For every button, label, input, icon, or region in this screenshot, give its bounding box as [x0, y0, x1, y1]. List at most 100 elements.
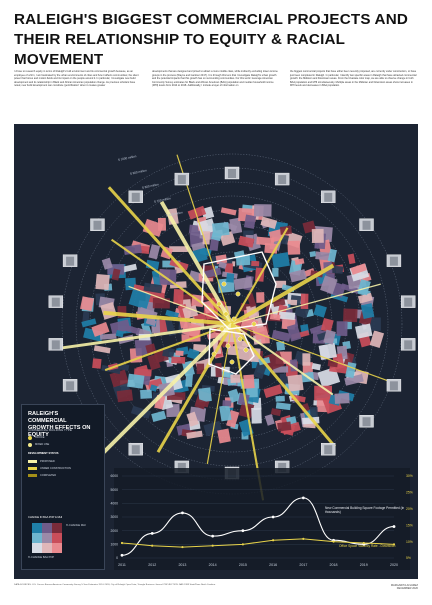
series-1-point [272, 516, 275, 519]
legend-item-completed: COMPLETED [28, 473, 56, 478]
census-block [215, 363, 222, 377]
building-window [404, 298, 412, 307]
legend-item-under-construction: UNDER CONSTRUCTION [28, 466, 71, 471]
series-1-point [181, 512, 184, 515]
census-block [185, 374, 193, 387]
building-window [324, 445, 332, 454]
building-window [278, 175, 286, 184]
census-block [265, 414, 275, 426]
intro-column-1: I chose to research equity in terms of R… [14, 70, 142, 88]
census-block [315, 251, 330, 260]
series-1-point [151, 532, 154, 535]
building-window [178, 175, 186, 184]
building-window [228, 169, 236, 178]
legend-title-line-1: RALEIGH'S COMMERCIAL [28, 411, 67, 424]
building-window [404, 340, 412, 349]
census-block [251, 261, 259, 267]
census-block [302, 353, 310, 365]
series-2-point [332, 541, 334, 543]
project-dot [220, 327, 224, 331]
building-window [390, 381, 398, 390]
x-tick-label: 2020 [390, 563, 398, 567]
census-block [151, 411, 166, 422]
building-window [93, 221, 101, 230]
series-2-point [272, 539, 274, 541]
author-date: DECEMBER 2020 [397, 587, 418, 590]
census-block [309, 251, 316, 257]
census-block [275, 396, 284, 402]
legend-label: MIXED USE [35, 443, 49, 446]
series-2-point [151, 545, 153, 547]
series-2-point [181, 546, 183, 548]
series-1-point [211, 535, 214, 538]
x-tick-label: 2013 [178, 563, 186, 567]
intro-column-2: developments that are designed and price… [152, 70, 280, 88]
census-block [175, 350, 183, 356]
project-dot [212, 352, 216, 356]
series-2-point [121, 542, 123, 544]
intro-column-3: the biggest commercial projects that hav… [290, 70, 418, 88]
building-window [66, 381, 74, 390]
project-dot [244, 348, 248, 352]
census-block [92, 358, 101, 368]
x-tick-label: 2019 [360, 563, 368, 567]
series-1-label: New Commercial Building Square Footage P… [325, 506, 405, 514]
census-block [254, 204, 272, 217]
map-panel: 6000 5000 4000 3000 2000 1000 0 30% 25% 20% 15% 10%… [14, 124, 418, 579]
project-dot [224, 312, 228, 316]
author-block: MARGARITA ALVAREZ DECEMBER 2020 [391, 584, 418, 591]
census-block [171, 356, 185, 363]
census-block [287, 374, 303, 391]
census-block [279, 311, 296, 319]
census-block [153, 298, 170, 308]
census-block [348, 254, 356, 265]
legend-box: RALEIGH'S COMMERCIAL GROWTH EFFECTS ON E… [21, 404, 105, 570]
office-swatch-icon [28, 436, 32, 440]
y2-tick-label: 30% [406, 474, 413, 478]
legend-label: UNDER CONSTRUCTION [40, 467, 71, 470]
legend-item-proposed: PROPOSED [28, 459, 55, 464]
under-construction-swatch-icon [28, 467, 37, 470]
project-dot [226, 344, 230, 348]
census-block [263, 384, 282, 398]
series-1-point [302, 496, 305, 499]
census-block [243, 375, 254, 389]
y2-tick-label: 20% [406, 507, 413, 511]
x-tick-label: 2016 [269, 563, 277, 567]
series-2-label: Office Space Vacancy Rate - Downtown [339, 544, 409, 548]
census-block [251, 408, 262, 424]
x-tick-label: 2014 [209, 563, 217, 567]
y-tick-label: 4000 [110, 502, 118, 506]
legend-item-mixed-use: MIXED USE [28, 442, 49, 447]
legend-label: DEVELOPMENT STATUS [28, 452, 58, 455]
bivariate-y-label: % CHANGE MHI [66, 523, 86, 528]
census-block [319, 343, 337, 360]
census-block [158, 218, 166, 231]
census-block [221, 207, 237, 215]
proposed-swatch-icon [28, 460, 37, 463]
growth-chart: 600050004000300020001000030%25%20%15%10%… [110, 468, 412, 570]
census-block [272, 252, 290, 268]
series-1-point [393, 525, 396, 528]
y2-tick-label: 15% [406, 523, 413, 527]
legend-label: COMPLETED [40, 474, 56, 477]
census-block [94, 345, 111, 353]
census-block [277, 421, 291, 431]
y-tick-label: 0 [116, 556, 118, 560]
title-line-2: THEIR RELATIONSHIP TO EQUITY & RACIAL MO… [14, 31, 345, 68]
census-block [140, 389, 152, 398]
footer-sources: DATA SOURCES: U.S. Census Bureau America… [14, 584, 344, 587]
series-2-point [302, 538, 304, 540]
x-tick-label: 2017 [299, 563, 307, 567]
project-dot [238, 337, 242, 341]
chart-background [114, 468, 410, 570]
bivariate-title: CHANGE IN BAA POP & MHI [28, 515, 62, 520]
census-block [217, 429, 231, 444]
building-window [363, 417, 371, 426]
building-window [66, 257, 74, 266]
series-1-point [241, 529, 244, 532]
building-window [52, 298, 60, 307]
bivariate-key [32, 523, 62, 553]
census-block [272, 268, 278, 277]
completed-swatch-icon [28, 474, 37, 477]
